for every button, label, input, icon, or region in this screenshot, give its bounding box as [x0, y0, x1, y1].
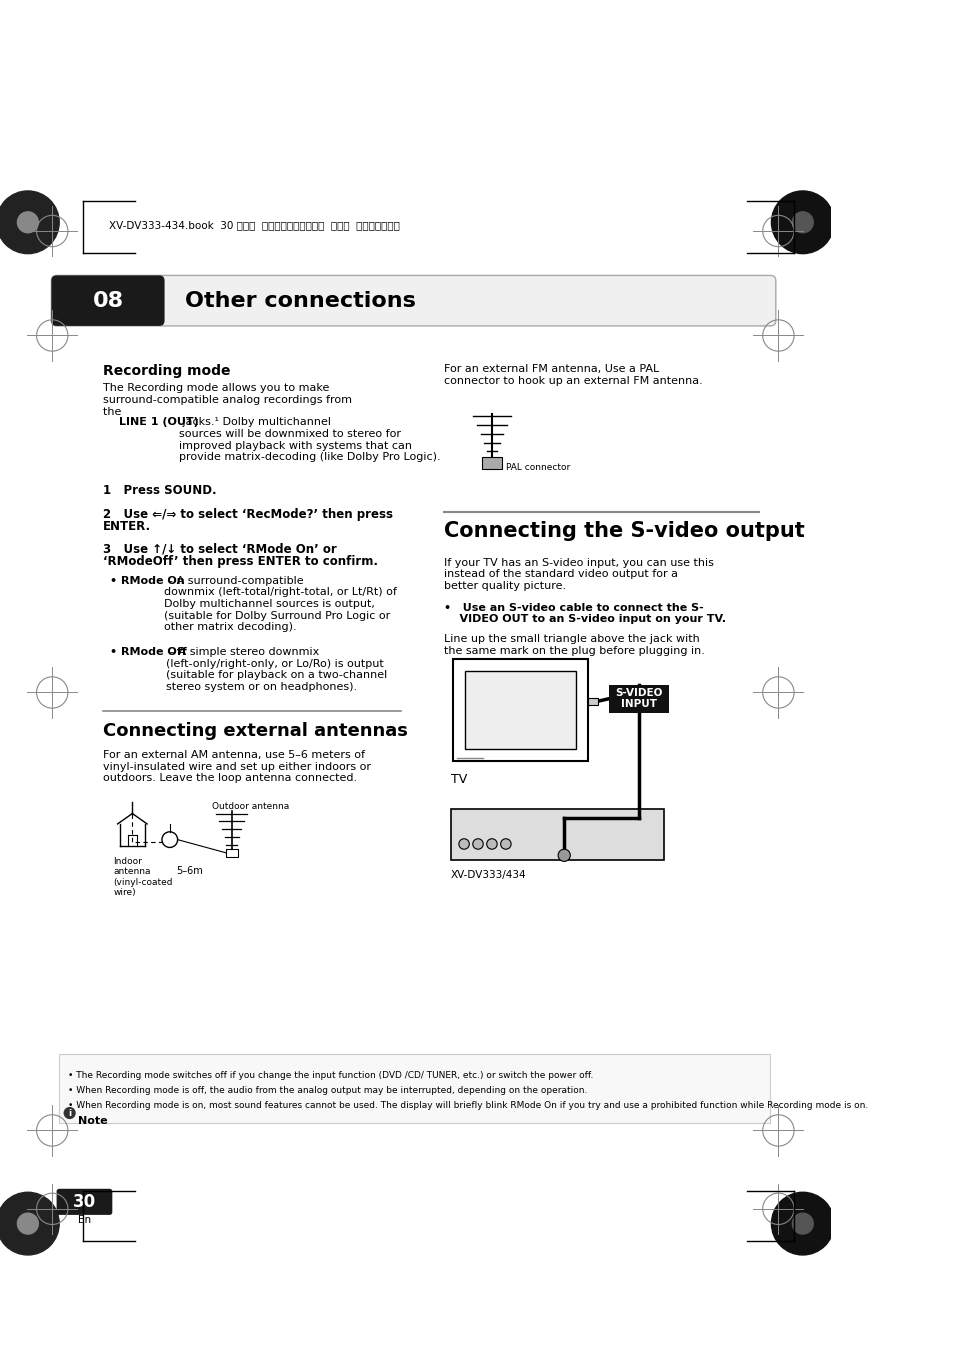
FancyBboxPatch shape — [56, 1189, 112, 1215]
Text: 2   Use ⇐/⇒ to select ‘RecMode?’ then press: 2 Use ⇐/⇒ to select ‘RecMode?’ then pres… — [103, 508, 393, 521]
Text: • When Recording mode is on, most sound features cannot be used. The display wil: • When Recording mode is on, most sound … — [68, 1101, 867, 1109]
Text: S-VIDEO
INPUT: S-VIDEO INPUT — [615, 688, 662, 709]
Text: The Recording mode allows you to make
surround-compatible analog recordings from: The Recording mode allows you to make su… — [103, 384, 352, 416]
Bar — [451, 809, 663, 859]
Text: XV-DV333-434.book  30 ページ  ２００５年２月２３日  水曜日  午後１時５２分: XV-DV333-434.book 30 ページ ２００５年２月２３日 水曜日 … — [109, 220, 399, 230]
Bar — [587, 697, 598, 705]
Circle shape — [771, 190, 833, 254]
Circle shape — [771, 1193, 833, 1255]
Text: PAL connector: PAL connector — [505, 463, 570, 473]
Text: En: En — [78, 1215, 91, 1225]
Circle shape — [486, 839, 497, 850]
Text: Connecting external antennas: Connecting external antennas — [103, 721, 407, 740]
Circle shape — [458, 839, 469, 850]
Text: Note: Note — [78, 1116, 108, 1125]
Text: – A surround-compatible
downmix (left-total/right-total, or Lt/Rt) of
Dolby mult: – A surround-compatible downmix (left-to… — [164, 576, 396, 632]
Text: For an external AM antenna, use 5–6 meters of
vinyl-insulated wire and set up ei: For an external AM antenna, use 5–6 mete… — [103, 750, 371, 784]
Circle shape — [792, 1213, 812, 1233]
Bar — [453, 658, 587, 761]
Circle shape — [558, 850, 570, 862]
Text: • RMode On: • RMode On — [110, 576, 184, 586]
Text: • When Recording mode is off, the audio from the analog output may be interrupte: • When Recording mode is off, the audio … — [68, 1086, 587, 1096]
Bar — [481, 458, 502, 469]
Text: Outdoor antenna: Outdoor antenna — [212, 802, 289, 811]
Text: Indoor
antenna
(vinyl-coated
wire): Indoor antenna (vinyl-coated wire) — [113, 857, 172, 897]
Text: For an external FM antenna, Use a PAL
connector to hook up an external FM antenn: For an external FM antenna, Use a PAL co… — [443, 365, 702, 386]
Text: jacks.¹ Dolby multichannel
sources will be downmixed to stereo for
improved play: jacks.¹ Dolby multichannel sources will … — [179, 417, 440, 462]
Circle shape — [473, 839, 483, 850]
Bar — [225, 850, 237, 857]
Text: 5–6m: 5–6m — [176, 866, 203, 875]
Circle shape — [0, 190, 59, 254]
Text: TV: TV — [451, 774, 467, 786]
Text: • RMode Off: • RMode Off — [110, 647, 186, 657]
Text: XV-DV333/434: XV-DV333/434 — [451, 870, 526, 880]
Text: 08: 08 — [92, 290, 123, 311]
Text: Recording mode: Recording mode — [103, 365, 230, 378]
Circle shape — [17, 1213, 38, 1233]
Text: 30: 30 — [72, 1193, 96, 1210]
Text: •   Use an S-video cable to connect the S-
    VIDEO OUT to an S-video input on : • Use an S-video cable to connect the S-… — [443, 603, 725, 624]
FancyBboxPatch shape — [51, 276, 164, 326]
Text: ENTER.: ENTER. — [103, 520, 151, 534]
Text: Connecting the S-video output: Connecting the S-video output — [443, 521, 804, 540]
Text: 3   Use ↑/↓ to select ‘RMode On’ or: 3 Use ↑/↓ to select ‘RMode On’ or — [103, 543, 336, 555]
Text: Other connections: Other connections — [185, 290, 416, 311]
Circle shape — [64, 1106, 75, 1119]
Bar — [59, 1054, 769, 1124]
Text: – A simple stereo downmix
(left-only/right-only, or Lo/Ro) is output
(suitable f: – A simple stereo downmix (left-only/rig… — [166, 647, 387, 692]
Circle shape — [500, 839, 511, 850]
Text: LINE 1 (OUT): LINE 1 (OUT) — [119, 417, 199, 427]
Text: ‘RModeOff’ then press ENTER to confirm.: ‘RModeOff’ then press ENTER to confirm. — [103, 555, 377, 567]
Text: If your TV has an S-video input, you can use this
instead of the standard video : If your TV has an S-video input, you can… — [443, 558, 713, 590]
Text: Line up the small triangle above the jack with
the same mark on the plug before : Line up the small triangle above the jac… — [443, 634, 704, 655]
Circle shape — [0, 1193, 59, 1255]
Text: i: i — [68, 1109, 71, 1117]
Text: 1   Press SOUND.: 1 Press SOUND. — [103, 484, 216, 497]
Text: • The Recording mode switches off if you change the input function (DVD /CD/ TUN: • The Recording mode switches off if you… — [68, 1071, 593, 1081]
FancyBboxPatch shape — [51, 276, 775, 326]
Bar — [609, 685, 668, 712]
Circle shape — [792, 212, 812, 232]
Bar — [464, 670, 575, 748]
Circle shape — [17, 212, 38, 232]
